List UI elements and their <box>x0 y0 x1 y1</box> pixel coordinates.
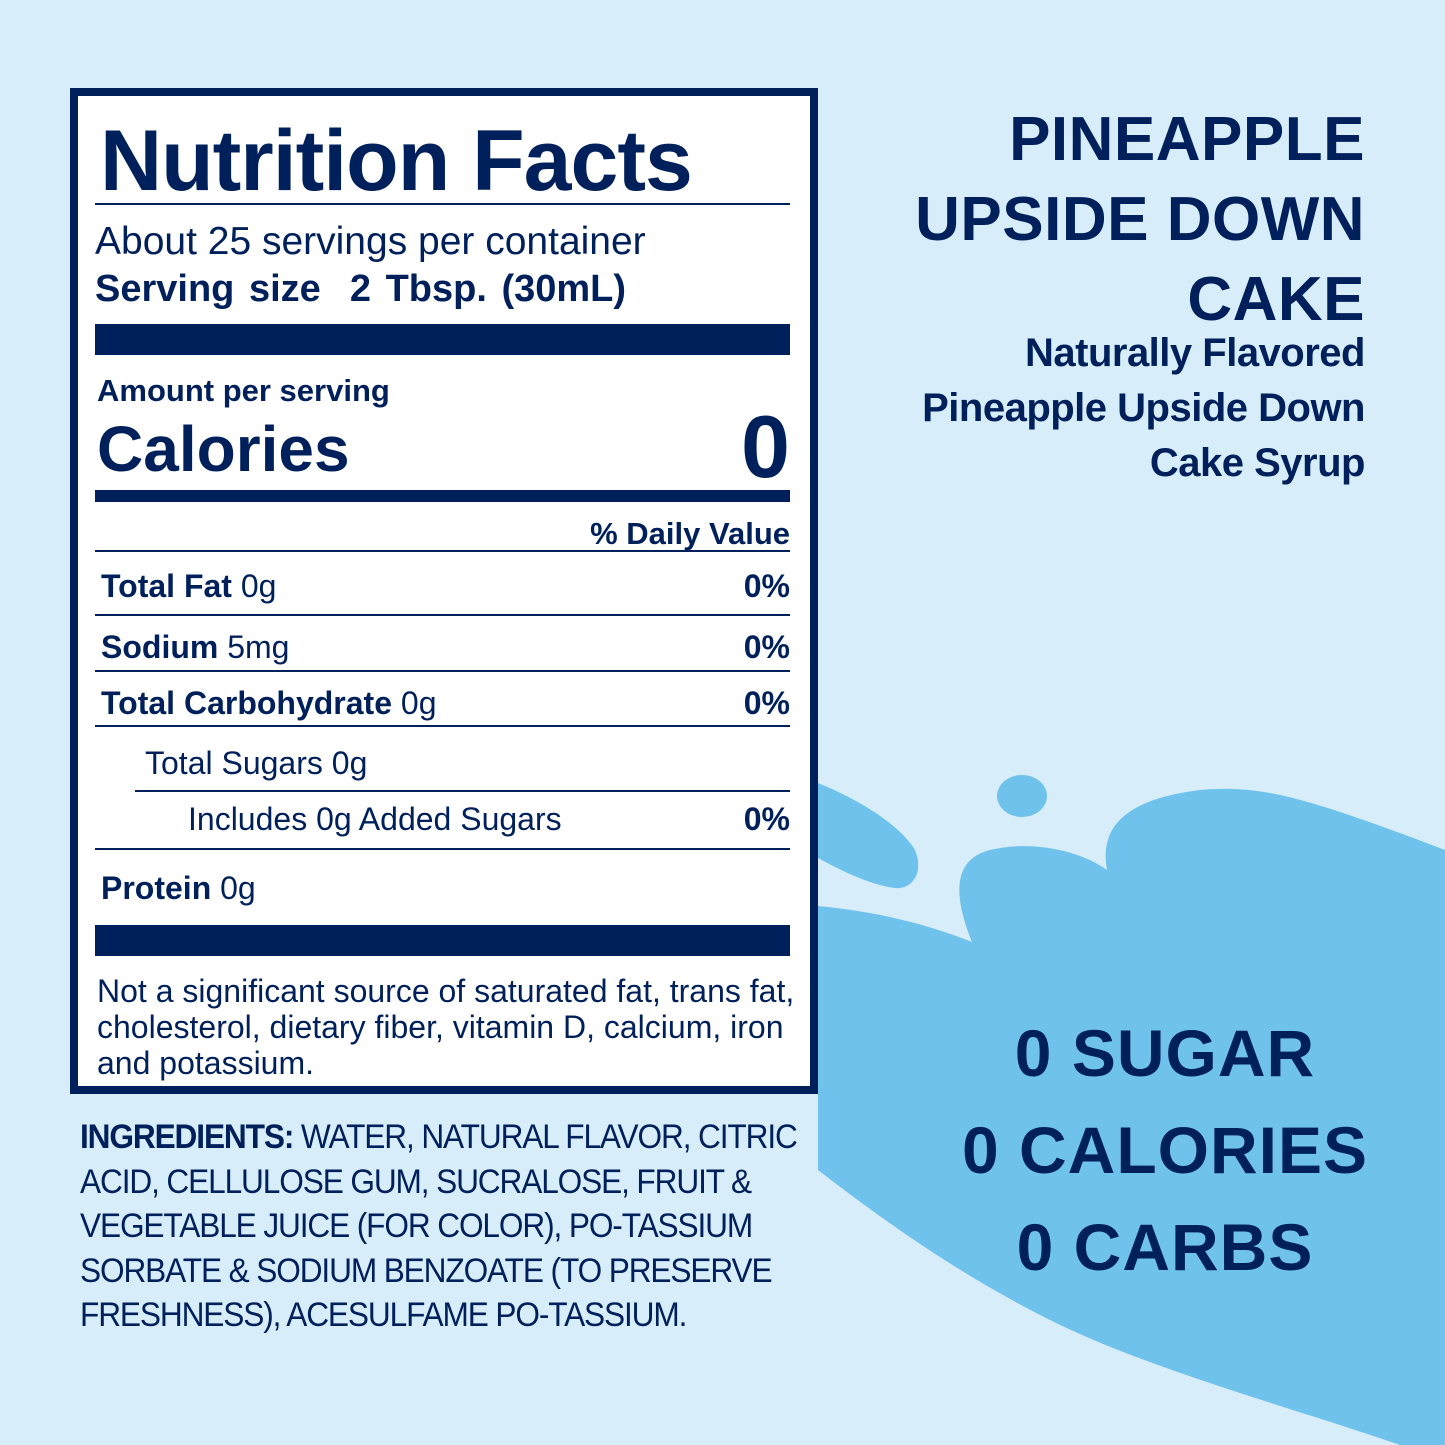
dv-total-fat: 0% <box>743 568 790 604</box>
calories-label: Calories <box>97 413 350 485</box>
divider-thin <box>95 725 790 727</box>
dv-total-carbohydrate: 0% <box>743 685 790 721</box>
footnote: Not a significant source of saturated fa… <box>97 973 795 1081</box>
ingredients-label: INGREDIENTS: <box>80 1118 294 1156</box>
amount-per-serving: Amount per serving <box>97 373 390 408</box>
product-name-line: CAKE <box>1187 265 1365 334</box>
product-name-line: UPSIDE DOWN <box>915 185 1365 254</box>
splash-droplet <box>997 775 1047 817</box>
splash-lower-lobe <box>818 1070 865 1112</box>
daily-value-header: % Daily Value <box>590 516 790 551</box>
divider-medium <box>95 490 790 502</box>
splash-upper-lobe <box>818 783 919 889</box>
dv-sodium: 0% <box>743 629 790 665</box>
ingredients-text: WATER, NATURAL FLAVOR, CITRIC ACID, CELL… <box>80 1118 798 1334</box>
nutrient-name: Sodium <box>101 629 219 665</box>
serving-size-value: 2 Tbsp. (30mL) <box>349 268 627 310</box>
divider-thin <box>95 203 790 205</box>
divider-thin <box>95 670 790 672</box>
nutrient-name: Protein <box>101 870 212 906</box>
nutrition-title: Nutrition Facts <box>100 113 693 209</box>
row-sodium: Sodium 5mg <box>101 629 790 666</box>
calories-value: 0 <box>741 397 790 496</box>
row-total-carbohydrate: Total Carbohydrate 0g <box>101 685 790 722</box>
divider-thick <box>95 925 790 956</box>
servings-per-container: About 25 servings per container <box>95 220 646 263</box>
serving-size: Serving size 2 Tbsp. (30mL) <box>95 268 626 311</box>
product-subtitle: Naturally Flavored Pineapple Upside Down… <box>922 326 1365 491</box>
nutrient-name: Total Carbohydrate <box>101 685 392 721</box>
ingredients: INGREDIENTS: WATER, NATURAL FLAVOR, CITR… <box>80 1115 880 1338</box>
subtitle-line: Naturally Flavored <box>1024 331 1366 375</box>
divider-thick <box>95 324 790 355</box>
divider-thin <box>95 614 790 616</box>
row-protein: Protein 0g <box>101 870 790 907</box>
claim-sugar: 0 SUGAR <box>1014 1016 1316 1090</box>
dv-added-sugars: 0% <box>743 801 790 837</box>
divider-thin <box>95 550 790 552</box>
claims: 0 SUGAR 0 CALORIES 0 CARBS <box>940 1005 1390 1296</box>
nutrient-name: Total Fat <box>101 568 232 604</box>
divider-thin <box>135 790 790 792</box>
product-name-line: PINEAPPLE <box>1009 105 1365 174</box>
row-total-fat: Total Fat 0g <box>101 568 790 605</box>
row-added-sugars: Includes 0g Added Sugars <box>188 801 562 837</box>
nutrient-amount: 0g <box>240 568 277 604</box>
nutrition-facts-label: Nutrition Facts About 25 servings per co… <box>70 88 818 1094</box>
serving-size-label: Serving size <box>95 268 321 310</box>
subtitle-line: Pineapple Upside Down <box>922 386 1365 430</box>
claim-calories: 0 CALORIES <box>961 1113 1369 1187</box>
divider-thin <box>95 848 790 850</box>
nutrient-amount: 5mg <box>227 629 290 665</box>
splash-main <box>818 788 1445 1445</box>
product-name: PINEAPPLE UPSIDE DOWN CAKE <box>915 100 1365 340</box>
claim-carbs: 0 CARBS <box>1016 1210 1314 1284</box>
row-total-sugars: Total Sugars 0g <box>145 745 368 781</box>
subtitle-line: Cake Syrup <box>1149 441 1366 485</box>
nutrient-amount: 0g <box>220 870 256 906</box>
nutrient-amount: 0g <box>400 685 437 721</box>
